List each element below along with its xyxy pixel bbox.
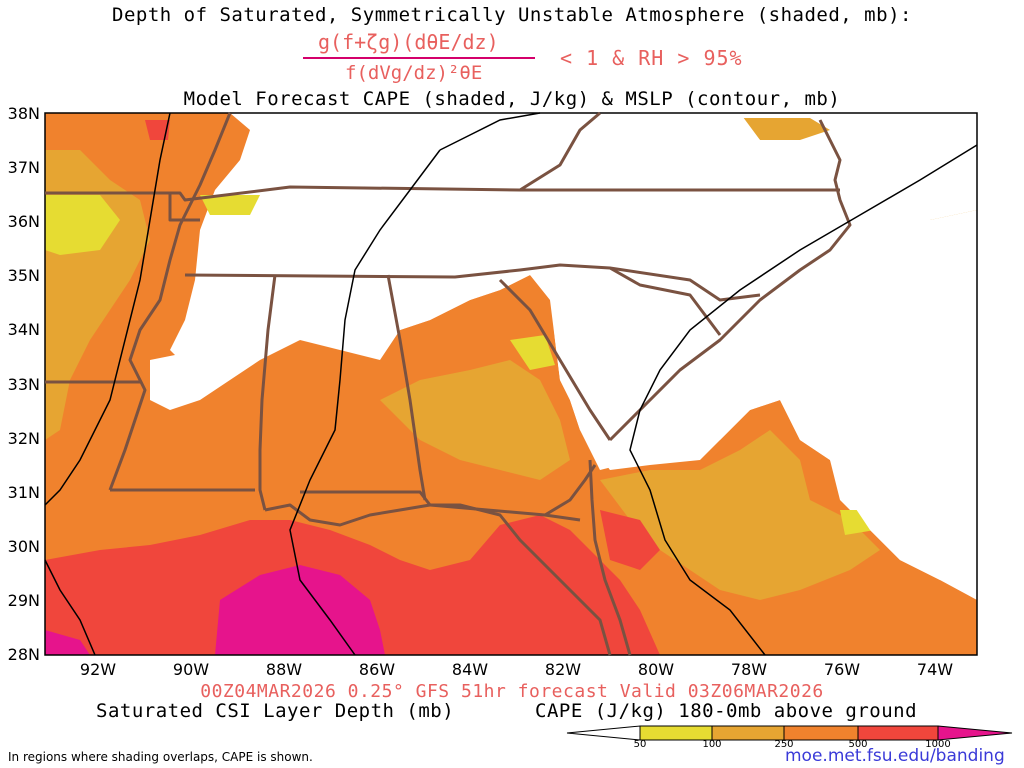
lon-label: 88W (265, 660, 303, 679)
lat-label: 33N (7, 375, 40, 394)
lat-label: 30N (7, 537, 40, 556)
cape-shading (45, 113, 977, 655)
lat-label: 31N (7, 483, 40, 502)
state-boundaries (45, 111, 852, 656)
fraction-numerator: g(f+ζg)(dθE/dz) (318, 30, 499, 54)
colorbar-tick: 500 (848, 739, 868, 750)
lon-label: 92W (79, 660, 117, 679)
colorbar-bin-250-500 (783, 725, 859, 741)
cape-region-1000-plus-sw (45, 630, 90, 655)
lat-label: 37N (7, 158, 40, 177)
cape-region-50-100-b (200, 195, 260, 215)
cape-region-50-100-c (510, 335, 555, 370)
lon-label: 80W (637, 660, 675, 679)
colorbar-arrow-right (937, 725, 1013, 741)
mslp-contour-1 (44, 559, 96, 656)
cape-region-50-100-a (45, 195, 120, 255)
cape-gap-northeast (260, 113, 977, 580)
lat-label: 29N (7, 591, 40, 610)
boundary-ga-sc (498, 278, 612, 441)
cape-region-100-250-ne (740, 118, 830, 140)
boundary-al-ga (386, 274, 427, 501)
cape-region-500-1000-east (600, 510, 660, 570)
model-run-label: 00Z04MAR2026 0.25° GFS 51hr forecast Val… (200, 681, 824, 702)
lat-label: 34N (7, 320, 40, 339)
mslp-contour-5 (629, 144, 978, 656)
map-frame (44, 112, 978, 656)
coastline-gulf (264, 503, 612, 656)
cape-legend-label: CAPE (J/kg) 180-0mb above ground (535, 700, 918, 722)
lon-label: 76W (823, 660, 861, 679)
title-line-3: Model Forecast CAPE (shaded, J/kg) & MSL… (183, 88, 841, 110)
lon-label: 86W (358, 660, 396, 679)
lat-label: 35N (7, 266, 40, 285)
condition-text: < 1 & RH > 95% (560, 46, 743, 70)
cape-region-100-250-east (600, 430, 880, 600)
lon-label: 78W (730, 660, 768, 679)
colorbar (566, 725, 1013, 741)
colorbar-tick: 1000 (925, 739, 951, 750)
colorbar-tick: 50 (633, 739, 647, 750)
mslp-contour-4 (439, 112, 541, 151)
colorbar-bin-100-250 (711, 725, 785, 741)
lat-label: 38N (7, 104, 40, 123)
lon-label: 82W (544, 660, 582, 679)
lat-label: 28N (7, 645, 40, 664)
lon-label: 90W (172, 660, 210, 679)
colorbar-bin-50-100 (639, 725, 713, 741)
colorbar-tick: 100 (702, 739, 722, 750)
cape-region-100-250-central (380, 360, 570, 480)
mslp-contour-2 (44, 112, 171, 506)
coastline-atlantic (608, 119, 852, 442)
fraction-denominator: f(dVg/dz)²θE (345, 62, 483, 84)
boundary-nc-sc (609, 266, 761, 302)
lat-label: 32N (7, 429, 40, 448)
colorbar-bin-500-1000 (857, 725, 939, 741)
footnote: In regions where shading overlaps, CAPE … (8, 750, 313, 764)
cape-region-1000-plus (215, 565, 385, 655)
fraction-bar (303, 57, 535, 59)
mslp-contour-3 (289, 149, 441, 656)
source-link[interactable]: moe.met.fsu.edu/banding (785, 746, 1005, 766)
boundary-ar-ms-river (108, 112, 232, 491)
colorbar-tick: 250 (774, 739, 794, 750)
lon-label: 84W (451, 660, 489, 679)
cape-region-500-1000-ne-dot (145, 120, 170, 140)
boundary-mo-ar-north (168, 193, 200, 222)
coastline-fl-east (588, 459, 632, 656)
boundary-ms-al (258, 274, 277, 511)
colorbar-arrow-left (566, 725, 641, 741)
title-line-1: Depth of Saturated, Symmetrically Unstab… (112, 4, 912, 26)
csi-legend-label: Saturated CSI Layer Depth (mb) (96, 700, 455, 722)
mslp-contours (44, 112, 978, 656)
lat-label: 36N (7, 212, 40, 231)
boundary-va-north (519, 111, 601, 192)
cape-gap-ms (150, 300, 300, 410)
lon-label: 74W (916, 660, 954, 679)
boundary-tn-south (184, 263, 722, 336)
cape-region-500-1000 (45, 515, 660, 655)
